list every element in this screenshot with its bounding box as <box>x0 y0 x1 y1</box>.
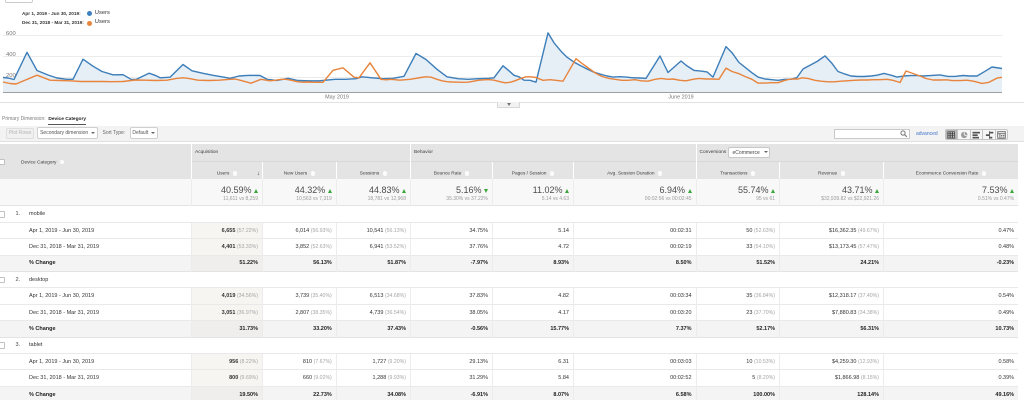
svg-text:400: 400 <box>6 52 16 58</box>
svg-text:600: 600 <box>6 31 16 37</box>
svg-text:June 2019: June 2019 <box>668 94 693 100</box>
svg-text:May 2019: May 2019 <box>325 94 349 100</box>
svg-text:200: 200 <box>6 73 16 79</box>
